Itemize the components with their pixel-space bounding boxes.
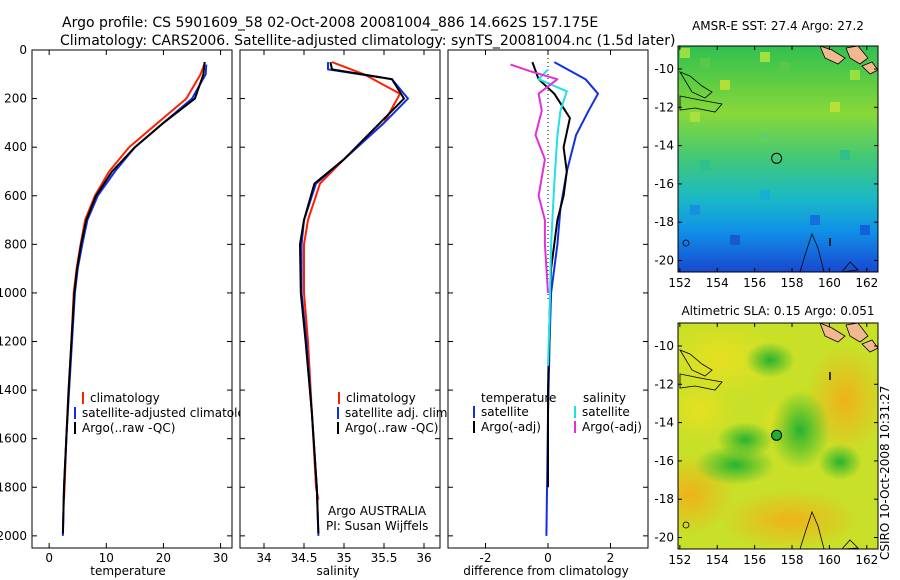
y-tick-label: 2000: [0, 529, 27, 543]
x-tick-label: 36: [416, 551, 431, 565]
temperature-panel: 0 200 400 600 800 1000 1200 1400 1600 1800 2000 0 10…: [0, 43, 260, 578]
x-tick-label: 34: [256, 551, 271, 565]
salinity-axes-frame: [239, 49, 441, 549]
y-tick-label: 1400: [0, 383, 27, 397]
sst-map-title: AMSR-E SST: 27.4 Argo: 27.2: [692, 19, 864, 33]
temperature-xlabel: temperature: [90, 564, 165, 578]
legend-satellite-label: satellite adj. clim.: [345, 406, 451, 420]
x-tick-label: 0: [544, 551, 552, 565]
sst-map-frame: [677, 45, 879, 273]
y-tick-label: 600: [4, 189, 27, 203]
map-x-tick-label: 154: [706, 553, 729, 567]
sla-field: [678, 323, 878, 549]
salinity-panel: 34 34.5 35 35.5 36 salinity climatology sate…: [239, 49, 451, 578]
figure-title-line2: Climatology: CARS2006. Satellite-adjuste…: [60, 33, 675, 49]
map-y-tick-label: -10: [654, 62, 674, 76]
float-owner: Argo AUSTRALIA: [328, 504, 427, 518]
map-y-tick-label: -14: [654, 416, 674, 430]
map-x-tick-label: 158: [781, 553, 804, 567]
map-x-tick-label: 162: [855, 276, 878, 290]
sla-argo-marker: [771, 429, 783, 441]
x-tick-label: 10: [99, 551, 114, 565]
difference-panel: -2 0 2 difference from climatology tempera…: [447, 49, 649, 578]
salinity-xlabel: salinity: [316, 564, 359, 578]
sst-map-panel: AMSR-E SST: 27.4 Argo: 27.2: [654, 19, 879, 290]
figure-title-line1: Argo profile: CS 5901609_58 02-Oct-2008 …: [62, 15, 598, 31]
temperature-legend: climatology satellite-adjusted climatolo…: [74, 391, 260, 435]
legend-temp-argo-label: Argo(-adj): [481, 420, 541, 434]
y-tick-label: 1800: [0, 480, 27, 494]
map-y-tick-label: -16: [654, 454, 674, 468]
series-line: [61, 62, 206, 534]
series-line: [299, 61, 405, 534]
y-tick-label: 400: [4, 140, 27, 154]
map-y-tick-label: -14: [654, 139, 674, 153]
sst-argo-marker: [771, 152, 783, 164]
legend-temperature-header: temperature: [481, 391, 556, 405]
map-x-tick-label: 154: [706, 276, 729, 290]
map-y-tick-label: -20: [654, 531, 674, 545]
x-tick-label: 20: [156, 551, 171, 565]
legend-argo-label: Argo(..raw -QC): [345, 421, 438, 435]
map-x-tick-label: 156: [743, 553, 766, 567]
sla-map-frame: [677, 322, 879, 550]
y-tick-label: 800: [4, 237, 27, 251]
map-y-tick-label: -12: [654, 100, 674, 114]
map-y-tick-label: -12: [654, 377, 674, 391]
legend-temp-satellite-label: satellite: [481, 405, 529, 419]
map-y-tick-label: -16: [654, 177, 674, 191]
legend-salt-satellite-label: satellite: [582, 405, 630, 419]
temperature-axes-frame: [31, 49, 233, 549]
legend-salt-argo-label: Argo(-adj): [582, 420, 642, 434]
credit-stamp: CSIRO 10-Oct-2008 10:31:27: [878, 385, 892, 560]
legend-salinity-header: salinity: [583, 391, 626, 405]
x-tick-label: 2: [607, 551, 615, 565]
legend-satellite-label: satellite-adjusted climatology: [82, 406, 260, 420]
difference-legend: temperature satellite Argo(-adj) salinit…: [473, 391, 642, 434]
x-tick-label: -2: [480, 551, 492, 565]
principal-investigator: PI: Susan Wijffels: [326, 519, 428, 533]
map-x-tick-label: 158: [781, 276, 804, 290]
y-tick-label: 1600: [0, 432, 27, 446]
difference-xlabel: difference from climatology: [463, 564, 629, 578]
map-x-tick-label: 162: [855, 553, 878, 567]
y-tick-label: 1200: [0, 335, 27, 349]
x-tick-label: 0: [45, 551, 53, 565]
x-tick-label: 30: [213, 551, 228, 565]
series-line: [537, 68, 568, 366]
map-y-tick-label: -20: [654, 254, 674, 268]
series-line: [510, 63, 559, 293]
x-tick-label: 35: [336, 551, 351, 565]
x-tick-label: 35.5: [371, 551, 398, 565]
sst-field: [678, 46, 878, 272]
map-y-tick-label: -18: [654, 215, 674, 229]
salinity-legend: climatology satellite adj. clim. Argo(..…: [337, 391, 451, 435]
map-x-tick-label: 156: [743, 276, 766, 290]
map-y-tick-label: -18: [654, 492, 674, 506]
legend-climatology-label: climatology: [90, 391, 160, 405]
sla-map-panel: Altimetric SLA: 0.15 Argo: 0.051: [654, 304, 879, 567]
map-x-tick-label: 152: [668, 276, 691, 290]
map-x-tick-label: 152: [668, 553, 691, 567]
y-tick-label: 200: [4, 92, 27, 106]
series-line: [531, 61, 571, 488]
map-x-tick-label: 160: [818, 276, 841, 290]
legend-argo-label: Argo(..raw -QC): [82, 421, 175, 435]
sla-map-title: Altimetric SLA: 0.15 Argo: 0.051: [681, 304, 874, 318]
y-tick-label: 0: [19, 43, 27, 57]
y-tick-label: 1000: [0, 286, 27, 300]
map-y-tick-label: -10: [654, 339, 674, 353]
x-tick-label: 34.5: [291, 551, 318, 565]
map-x-tick-label: 160: [818, 553, 841, 567]
legend-climatology-label: climatology: [346, 391, 416, 405]
